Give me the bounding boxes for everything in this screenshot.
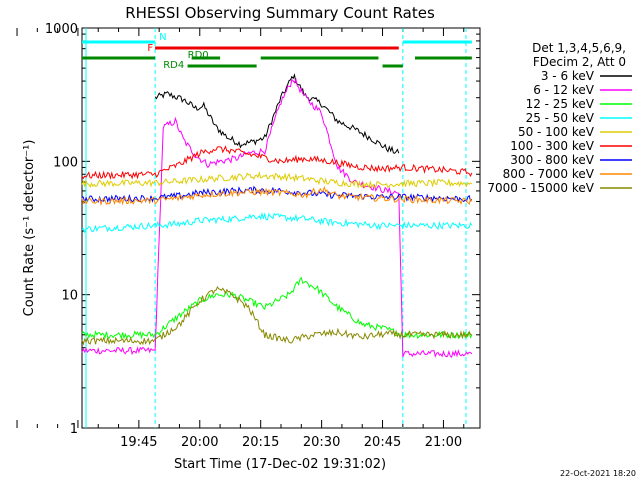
chart-title: RHESSI Observing Summary Count Rates <box>125 4 435 22</box>
x-tick-label: 19:45 <box>120 435 157 450</box>
legend-label-7000-15000-kev: 7000 - 15000 keV <box>487 181 594 195</box>
series-line-25-50-kev <box>81 211 473 234</box>
y-tick-label: 10 <box>61 289 78 304</box>
legend-header: Det 1,3,4,5,6,9,FDecim 2, Att 0 <box>532 41 626 69</box>
series-line-3-6-kev <box>154 73 400 154</box>
flag-label-rd4: RD4 <box>163 60 184 71</box>
footer-date: 22-Oct-2021 18:20 <box>560 469 636 478</box>
x-tick-label: 21:00 <box>425 435 462 450</box>
legend-label-6-12-kev: 6 - 12 keV <box>533 83 595 97</box>
legend-label-300-800-kev: 300 - 800 keV <box>510 153 594 167</box>
legend-label-3-6-kev: 3 - 6 keV <box>541 69 595 83</box>
series-line-7000-15000-kev <box>81 285 473 346</box>
series-line-800-7000-kev <box>81 185 473 207</box>
flag-label-rd0: RD0 <box>188 50 209 61</box>
x-tick-label: 20:45 <box>364 435 401 450</box>
legend-header-line: Det 1,3,4,5,6,9, <box>532 41 626 55</box>
y-axis-label: Count Rate (s⁻¹ detector⁻¹) <box>22 140 37 317</box>
series-line-6-12-kev <box>81 77 473 358</box>
x-tick-label: 20:15 <box>242 435 279 450</box>
y-axis-label-group: Count Rate (s⁻¹ detector⁻¹) <box>22 140 37 317</box>
y-tick-label: 1 <box>70 422 78 437</box>
y-tick-label: 1000 <box>45 22 78 37</box>
series-line-12-25-kev <box>81 276 473 340</box>
legend-label-100-300-kev: 100 - 300 keV <box>510 139 594 153</box>
x-tick-label: 20:30 <box>303 435 340 450</box>
legend-label-50-100-kev: 50 - 100 keV <box>518 125 595 139</box>
legend-header-line: FDecim 2, Att 0 <box>533 55 626 69</box>
plot-frame <box>81 27 481 429</box>
flag-label-f: F <box>147 43 153 54</box>
legend-label-12-25-kev: 12 - 25 keV <box>526 97 595 111</box>
series-line-100-300-kev <box>81 145 473 180</box>
plot-area: 1 10 100 1000 19:45 20:00 20:15 20:30 20:45 21:00… <box>16 22 481 450</box>
legend-label-800-7000-kev: 800 - 7000 keV <box>503 167 595 181</box>
series-line-50-100-kev <box>81 171 473 189</box>
x-axis-label: Start Time (17-Dec-02 19:31:02) <box>174 457 386 472</box>
flag-label-n: N <box>159 32 166 43</box>
x-tick-label: 20:00 <box>181 435 218 450</box>
y-tick-label: 100 <box>53 155 78 170</box>
legend-label-25-50-kev: 25 - 50 keV <box>526 111 595 125</box>
